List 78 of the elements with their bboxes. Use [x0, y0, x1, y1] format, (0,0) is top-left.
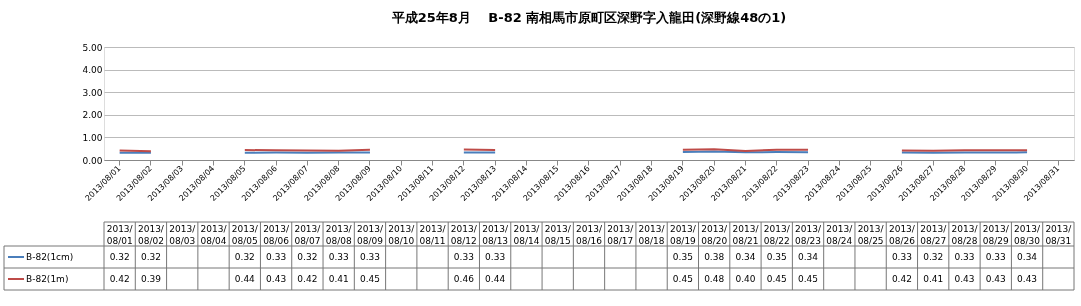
category-label: 2013/08/25 [857, 224, 884, 246]
category-label: 2013/08/01 [106, 224, 133, 246]
data-label: 0.32 [234, 252, 255, 262]
data-label: 0.43 [954, 274, 975, 284]
category-label: 2013/08/03 [169, 224, 196, 246]
category-label: 2013/08/29 [982, 224, 1009, 246]
category-label: 2013/08/30 [1014, 224, 1041, 246]
y-tick-label: 0.00 [82, 155, 103, 166]
data-label: 0.45 [359, 274, 380, 284]
legend-label: B-82(1m) [26, 274, 69, 284]
data-label: 0.33 [485, 252, 506, 262]
category-label: 2013/08/12 [450, 224, 477, 246]
data-label: 0.44 [234, 274, 256, 284]
category-label: 2013/08/21 [732, 224, 759, 246]
data-label: 0.33 [891, 252, 912, 262]
y-tick-label: 3.00 [82, 87, 103, 98]
category-label: 2013/08/24 [826, 224, 853, 246]
category-label: 2013/08/02 [137, 224, 164, 246]
data-label: 0.32 [923, 252, 944, 262]
category-label: 2013/08/27 [920, 224, 947, 246]
category-label: 2013/08/20 [701, 224, 728, 246]
data-label: 0.42 [891, 274, 912, 284]
data-label: 0.42 [297, 274, 318, 284]
category-label: 2013/08/16 [576, 224, 602, 246]
category-label: 2013/08/14 [513, 224, 540, 246]
y-tick-label: 1.00 [82, 132, 103, 143]
data-label: 0.35 [672, 252, 693, 262]
data-label: 0.34 [735, 252, 756, 262]
category-label: 2013/08/06 [263, 224, 290, 246]
data-label: 0.44 [485, 274, 506, 284]
data-label: 0.43 [1017, 274, 1038, 284]
category-label: 2013/08/22 [763, 224, 790, 246]
data-label: 0.45 [672, 274, 693, 284]
category-label: 2013/08/13 [482, 224, 509, 246]
category-label: 2013/08/19 [669, 224, 696, 246]
data-label: 0.33 [359, 252, 380, 262]
category-label: 2013/08/18 [638, 224, 665, 246]
chart-title: 平成25年8月 B-82 南相馬市原町区深野字入龍田(深野線48の1) [390, 10, 787, 25]
data-label: 0.33 [266, 252, 287, 262]
data-label: 0.34 [1017, 252, 1038, 262]
category-label: 2013/08/23 [795, 224, 821, 246]
data-label: 0.42 [109, 274, 130, 284]
data-label: 0.41 [923, 274, 944, 284]
data-label: 0.32 [109, 252, 130, 262]
data-label: 0.32 [297, 252, 318, 262]
data-label: 0.43 [985, 274, 1006, 284]
data-label: 0.32 [140, 252, 161, 262]
data-label: 0.35 [766, 252, 787, 262]
data-label: 0.33 [954, 252, 975, 262]
category-label: 2013/08/09 [357, 224, 383, 246]
category-label: 2013/08/07 [294, 224, 321, 246]
data-label: 0.43 [266, 274, 287, 284]
data-label: 0.48 [704, 274, 725, 284]
data-label: 0.33 [453, 252, 474, 262]
data-label: 0.45 [798, 274, 819, 284]
data-label: 0.34 [798, 252, 819, 262]
y-tick-label: 5.00 [82, 42, 103, 53]
data-label: 0.40 [735, 274, 756, 284]
category-label: 2013/08/04 [200, 224, 227, 246]
data-label: 0.39 [140, 274, 162, 284]
data-label: 0.33 [985, 252, 1006, 262]
y-tick-label: 2.00 [82, 110, 103, 121]
data-label: 0.38 [704, 252, 725, 262]
data-label: 0.46 [453, 274, 475, 284]
category-label: 2013/08/31 [1045, 224, 1072, 246]
data-label: 0.41 [328, 274, 349, 284]
category-label: 2013/08/28 [951, 224, 978, 246]
category-label: 2013/08/26 [888, 224, 915, 246]
legend-label: B-82(1cm) [26, 252, 74, 262]
data-label: 0.45 [766, 274, 787, 284]
category-label: 2013/08/15 [544, 224, 571, 246]
data-label: 0.33 [328, 252, 349, 262]
category-label: 2013/08/10 [388, 224, 415, 246]
y-tick-label: 4.00 [82, 65, 103, 76]
category-label: 2013/08/11 [419, 224, 446, 246]
category-label: 2013/08/05 [231, 224, 258, 246]
category-label: 2013/08/08 [325, 224, 352, 246]
category-label: 2013/08/17 [607, 224, 634, 246]
